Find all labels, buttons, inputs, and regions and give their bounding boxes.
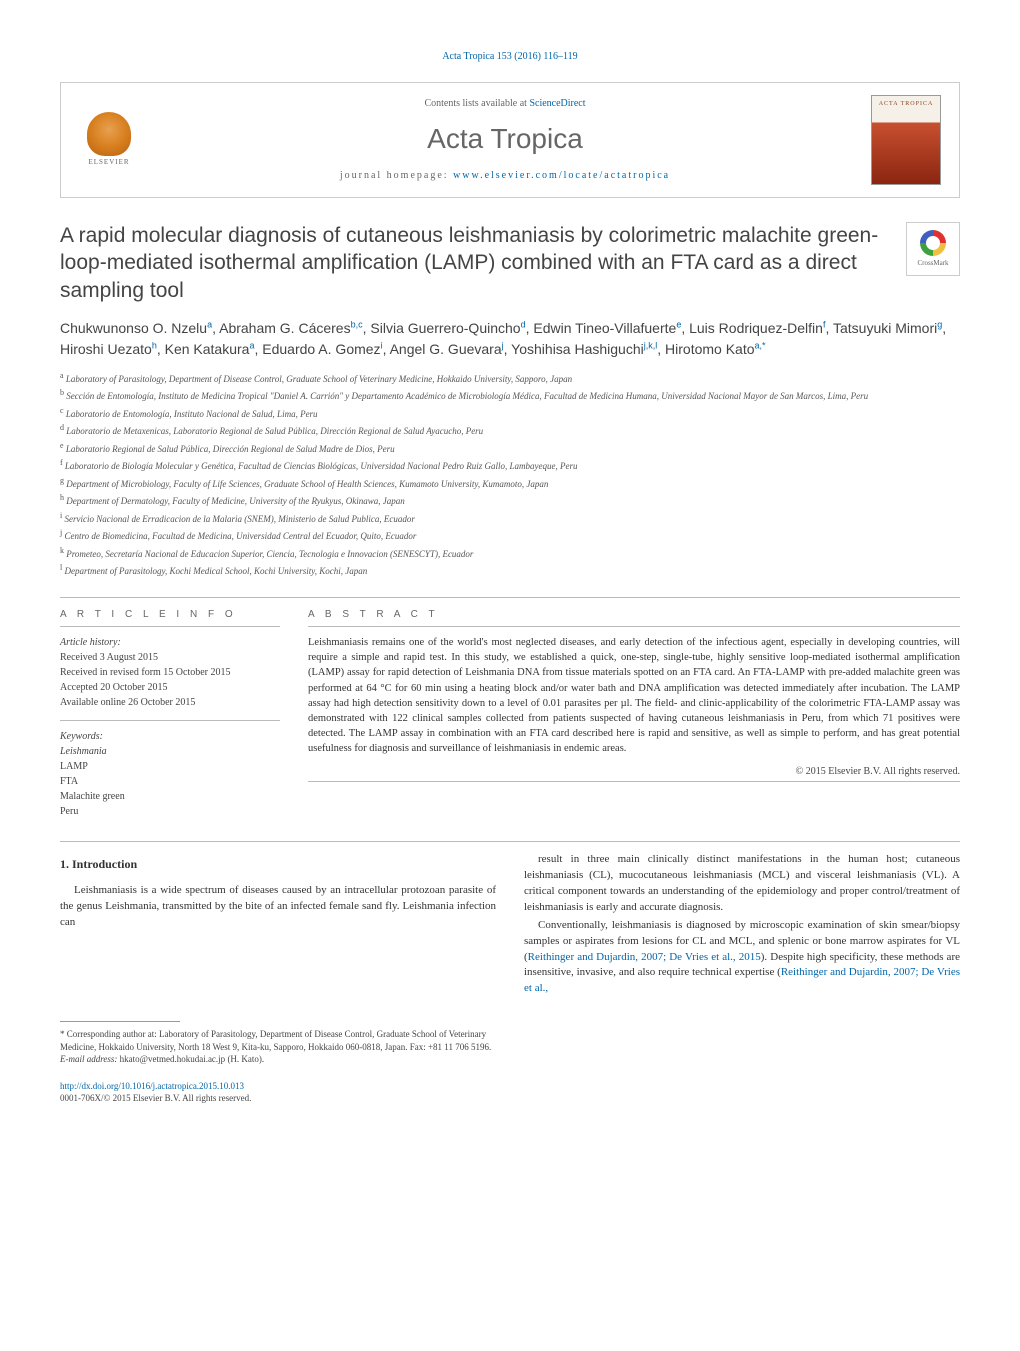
doi-link[interactable]: http://dx.doi.org/10.1016/j.actatropica.… xyxy=(60,1081,244,1091)
body-text: result in three main clinically distinct… xyxy=(524,853,960,913)
keyword: Peru xyxy=(60,804,280,819)
homepage-prefix: journal homepage: xyxy=(340,170,453,181)
affiliation: g Department of Microbiology, Faculty of… xyxy=(60,475,960,492)
journal-name: Acta Tropica xyxy=(159,119,851,158)
history-label: Article history: xyxy=(60,635,280,650)
body-text: Leishmaniasis is a wide spectrum of dise… xyxy=(60,884,496,928)
affiliation: i Servicio Nacional de Erradicacion de l… xyxy=(60,510,960,527)
contents-prefix: Contents lists available at xyxy=(424,98,529,109)
affiliation: j Centro de Biomedicina, Facultad de Med… xyxy=(60,527,960,544)
article-title: A rapid molecular diagnosis of cutaneous… xyxy=(60,222,890,304)
email-link[interactable]: hkato@vetmed.hokudai.ac.jp xyxy=(120,1054,226,1064)
masthead: ELSEVIER Contents lists available at Sci… xyxy=(60,82,960,198)
page-footer: http://dx.doi.org/10.1016/j.actatropica.… xyxy=(60,1080,960,1105)
affiliation: f Laboratorio de Biología Molecular y Ge… xyxy=(60,457,960,474)
abstract: A B S T R A C T Leishmaniasis remains on… xyxy=(308,608,960,819)
keyword: Leishmania xyxy=(60,744,280,759)
body-paragraph: result in three main clinically distinct… xyxy=(524,852,960,916)
divider xyxy=(60,841,960,842)
divider xyxy=(60,720,280,721)
issn-copyright: 0001-706X/© 2015 Elsevier B.V. All right… xyxy=(60,1093,251,1103)
journal-cover-icon: ACTA TROPICA xyxy=(871,95,941,185)
affiliation: b Sección de Entomología, Instituto de M… xyxy=(60,387,960,404)
footnote-separator xyxy=(60,1021,180,1022)
journal-cover-title: ACTA TROPICA xyxy=(872,96,940,108)
body-paragraph: Leishmaniasis is a wide spectrum of dise… xyxy=(60,883,496,931)
keyword: FTA xyxy=(60,774,280,789)
homepage-line: journal homepage: www.elsevier.com/locat… xyxy=(159,169,851,183)
affiliation: c Laboratorio de Entomología, Instituto … xyxy=(60,405,960,422)
divider xyxy=(60,626,280,627)
contents-line: Contents lists available at ScienceDirec… xyxy=(159,97,851,111)
email-footnote: E-mail address: hkato@vetmed.hokudai.ac.… xyxy=(60,1053,496,1066)
body-paragraph: Conventionally, leishmaniasis is diagnos… xyxy=(524,918,960,998)
authors: Chukwunonso O. Nzelua, Abraham G. Cácere… xyxy=(60,318,960,360)
affiliation: d Laboratorio de Metaxenicas, Laboratori… xyxy=(60,422,960,439)
history-line: Available online 26 October 2015 xyxy=(60,695,280,710)
elsevier-tree-icon xyxy=(87,112,131,156)
article-info: A R T I C L E I N F O Article history: R… xyxy=(60,608,280,819)
divider xyxy=(308,781,960,782)
abstract-text: Leishmaniasis remains one of the world's… xyxy=(308,635,960,757)
citation-link[interactable]: Reithinger and Dujardin, 2007; De Vries … xyxy=(528,951,761,963)
article-info-heading: A R T I C L E I N F O xyxy=(60,608,280,622)
crossmark-label: CrossMark xyxy=(917,259,948,269)
affiliations: a Laboratory of Parasitology, Department… xyxy=(60,370,960,579)
history-line: Received in revised form 15 October 2015 xyxy=(60,665,280,680)
running-head: Acta Tropica 153 (2016) 116–119 xyxy=(60,50,960,64)
homepage-link[interactable]: www.elsevier.com/locate/actatropica xyxy=(453,170,670,181)
body: 1. Introduction Leishmaniasis is a wide … xyxy=(60,852,960,1066)
history-line: Received 3 August 2015 xyxy=(60,650,280,665)
elsevier-logo: ELSEVIER xyxy=(79,105,139,175)
affiliation: l Department of Parasitology, Kochi Medi… xyxy=(60,562,960,579)
affiliation: h Department of Dermatology, Faculty of … xyxy=(60,492,960,509)
abstract-copyright: © 2015 Elsevier B.V. All rights reserved… xyxy=(308,765,960,779)
elsevier-label: ELSEVIER xyxy=(88,158,129,168)
running-head-link[interactable]: Acta Tropica 153 (2016) 116–119 xyxy=(442,51,577,62)
email-label: E-mail address: xyxy=(60,1054,120,1064)
history-line: Accepted 20 October 2015 xyxy=(60,680,280,695)
divider xyxy=(308,626,960,627)
affiliation: e Laboratorio Regional de Salud Pública,… xyxy=(60,440,960,457)
keyword: Malachite green xyxy=(60,789,280,804)
section-heading-1: 1. Introduction xyxy=(60,856,496,873)
corresponding-author-footnote: * Corresponding author at: Laboratory of… xyxy=(60,1028,496,1053)
affiliation: a Laboratory of Parasitology, Department… xyxy=(60,370,960,387)
crossmark-icon xyxy=(920,230,946,256)
crossmark-badge[interactable]: CrossMark xyxy=(906,222,960,276)
divider xyxy=(60,597,960,598)
keywords-label: Keywords: xyxy=(60,729,280,744)
keyword: LAMP xyxy=(60,759,280,774)
masthead-center: Contents lists available at ScienceDirec… xyxy=(159,97,851,182)
sciencedirect-link[interactable]: ScienceDirect xyxy=(529,98,585,109)
email-suffix: (H. Kato). xyxy=(225,1054,264,1064)
abstract-heading: A B S T R A C T xyxy=(308,608,960,622)
affiliation: k Prometeo, Secretaría Nacional de Educa… xyxy=(60,545,960,562)
